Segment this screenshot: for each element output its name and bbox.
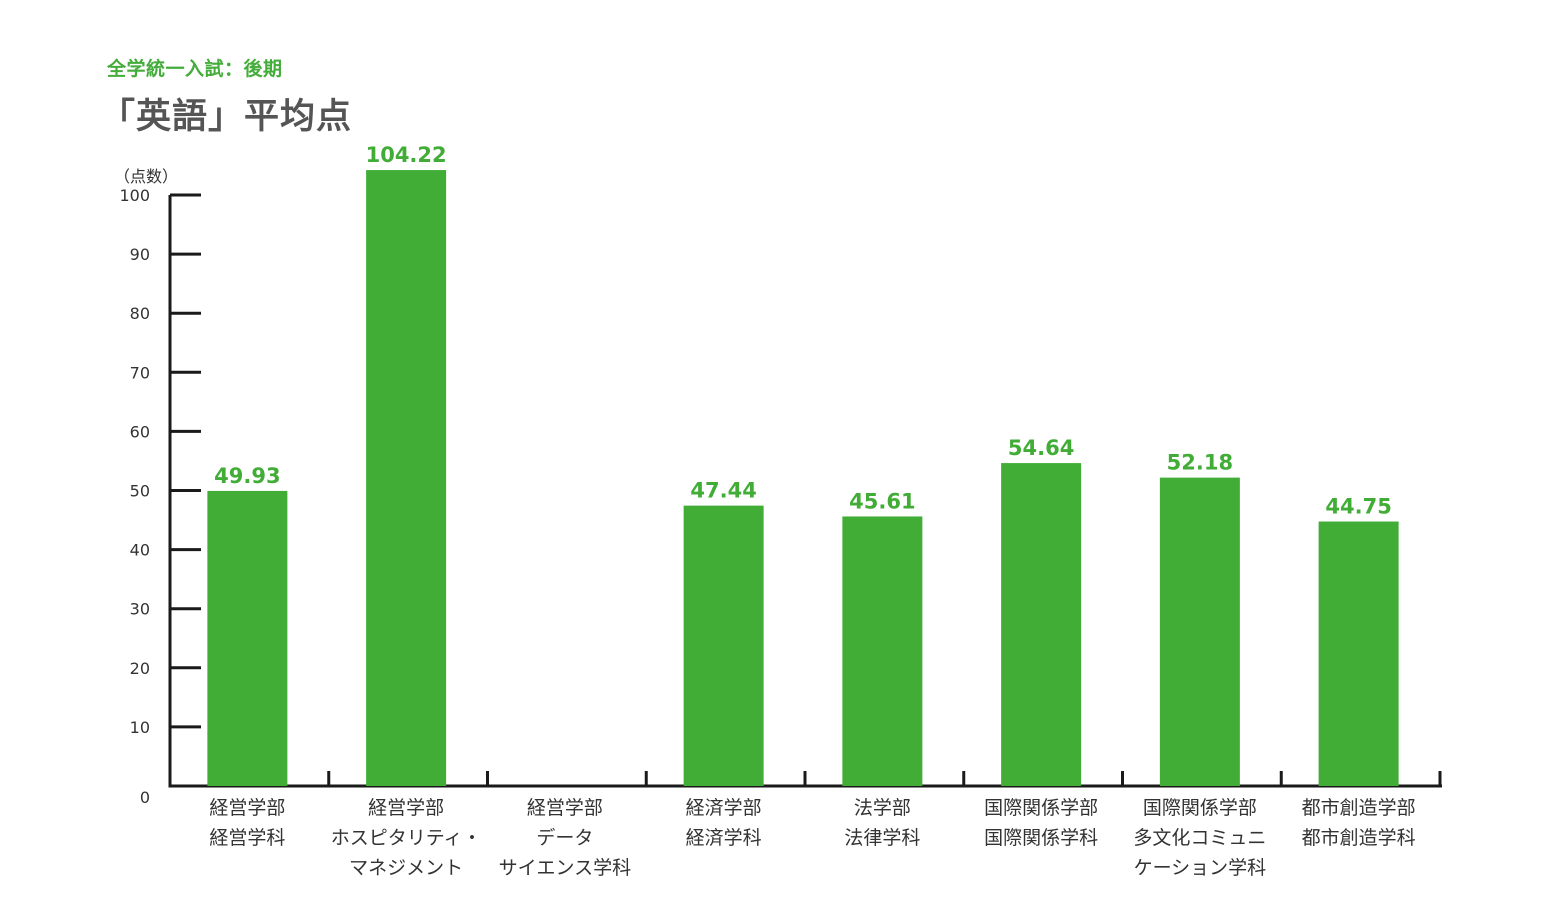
category-label-line: 国際関係学科	[984, 827, 1098, 849]
category-label-line: 経営学部	[368, 797, 444, 819]
category-label: 経営学部ホスピタリティ・マネジメント	[331, 797, 482, 879]
category-label-line: サイエンス学科	[499, 857, 631, 879]
category-labels: 経営学部経営学科経営学部ホスピタリティ・マネジメント経営学部データサイエンス学科…	[209, 797, 1415, 879]
category-label-line: 都市創造学科	[1302, 827, 1416, 849]
y-tick-label: 80	[130, 304, 150, 323]
y-tick-label: 40	[130, 541, 150, 560]
y-axis-label: （点数）	[114, 167, 178, 186]
category-label: 法学部法律学科	[844, 797, 920, 849]
value-label: 45.61	[849, 489, 915, 513]
y-tick-label: 60	[130, 422, 150, 441]
value-label: 52.18	[1167, 451, 1233, 475]
y-tick-label: 90	[130, 245, 150, 264]
category-label-line: 経済学部	[686, 797, 762, 819]
category-label: 経営学部経営学科	[209, 797, 285, 849]
category-label: 都市創造学部都市創造学科	[1302, 797, 1416, 849]
y-axis: 0 10 20 30 40 50 60 70 80 90 100	[119, 186, 201, 807]
category-label-line: 法律学科	[844, 827, 920, 849]
y-tick-label: 20	[130, 659, 150, 678]
x-axis	[168, 771, 1442, 788]
category-label-line: マネジメント	[349, 857, 463, 879]
bar	[1318, 521, 1399, 786]
category-label-line: 経営学部	[209, 797, 285, 819]
y-tick-label: 30	[130, 600, 150, 619]
value-label: 47.44	[690, 479, 756, 503]
chart-subtitle: 全学統一入試：後期	[107, 58, 283, 80]
category-label-line: 多文化コミュニ	[1133, 827, 1266, 849]
category-label-line: ケーション学科	[1134, 857, 1267, 879]
category-label-line: 法学部	[854, 797, 911, 819]
bar	[1001, 463, 1082, 786]
value-label: 44.75	[1325, 495, 1391, 519]
value-label: 104.22	[366, 143, 447, 167]
bar	[1159, 477, 1240, 786]
bar	[683, 505, 764, 786]
category-label: 国際関係学部国際関係学科	[984, 797, 1098, 849]
category-label-line: ホスピタリティ・	[331, 827, 482, 849]
category-label-line: 経済学科	[686, 827, 762, 849]
bar	[842, 516, 923, 786]
bars	[207, 170, 1399, 786]
category-label-line: データ	[536, 827, 593, 849]
value-labels: 49.93 104.22 47.44 45.61 54.64 52.18 44.75	[214, 143, 1392, 518]
value-label: 49.93	[214, 464, 280, 488]
y-tick-label: 100	[119, 186, 150, 205]
category-label-line: 経営学部	[527, 797, 603, 819]
chart-title: 「英語」平均点	[100, 97, 353, 137]
category-label-line: 経営学科	[209, 827, 285, 849]
category-label-line: 都市創造学部	[1302, 797, 1416, 819]
y-tick-label: 0	[140, 788, 150, 807]
value-label: 54.64	[1008, 436, 1074, 460]
category-label: 経営学部データサイエンス学科	[499, 797, 631, 879]
category-label: 国際関係学部多文化コミュニケーション学科	[1133, 797, 1266, 879]
bar	[366, 170, 447, 786]
category-label-line: 国際関係学部	[1143, 797, 1257, 819]
y-tick-label: 70	[130, 363, 150, 382]
category-label: 経済学部経済学科	[686, 797, 762, 849]
bar	[207, 490, 288, 786]
y-tick-label: 10	[130, 718, 150, 737]
y-tick-label: 50	[130, 482, 150, 501]
category-label-line: 国際関係学部	[984, 797, 1098, 819]
